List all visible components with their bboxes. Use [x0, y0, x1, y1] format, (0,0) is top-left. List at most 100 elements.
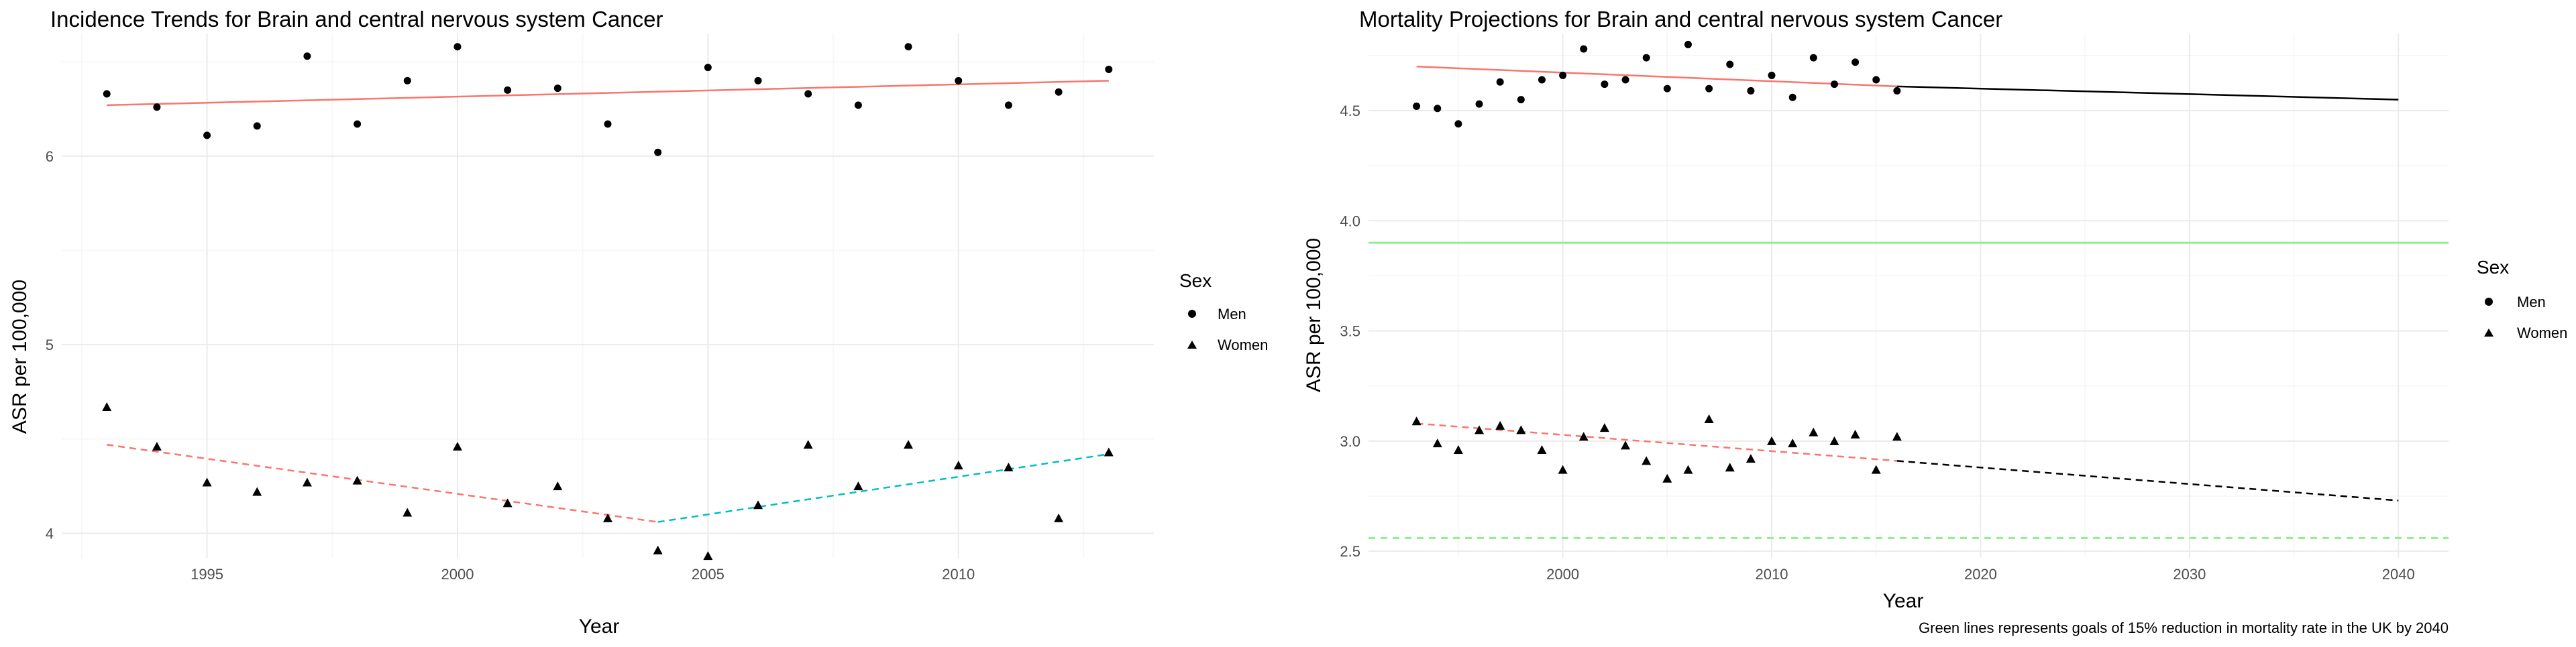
- mortality-trend-line-women: [1416, 422, 1897, 462]
- mortality-point-men: [1768, 71, 1776, 79]
- mortality-point-women: [1683, 465, 1693, 474]
- mortality-point-women: [1432, 438, 1442, 448]
- mortality-point-men: [1872, 76, 1880, 84]
- mortality-point-men: [1809, 54, 1817, 62]
- incidence-y-tick-label: 6: [46, 148, 54, 165]
- incidence-point-women: [1054, 513, 1064, 522]
- mortality-point-men: [1496, 78, 1504, 86]
- incidence-trend-line-women: [107, 443, 658, 523]
- incidence-trend-lines: [107, 80, 1109, 523]
- mortality-point-women: [1474, 425, 1485, 434]
- mortality-legend-women-label: Women: [2517, 325, 2567, 341]
- incidence-point-men: [354, 120, 362, 128]
- mortality-point-men: [1538, 76, 1546, 84]
- mortality-point-women: [1662, 473, 1672, 483]
- incidence-point-men: [904, 43, 912, 51]
- incidence-trend-line-women: [657, 453, 1109, 523]
- mortality-y-tick-label: 2.5: [1340, 543, 1360, 560]
- incidence-point-women: [653, 545, 663, 554]
- incidence-point-men: [804, 90, 812, 98]
- mortality-point-women: [1829, 436, 1839, 445]
- mortality-point-men: [1413, 102, 1421, 110]
- incidence-minor-grid: [62, 34, 1154, 558]
- mortality-y-tick-labels: 2.5 3.0 3.5 4.0 4.5: [1340, 103, 1360, 560]
- incidence-point-women: [1104, 447, 1114, 457]
- mortality-point-men: [1747, 86, 1755, 95]
- incidence-point-men: [654, 148, 662, 156]
- incidence-major-grid: [62, 34, 1154, 558]
- incidence-x-tick-label: 2005: [692, 566, 724, 583]
- mortality-point-men: [1559, 71, 1567, 79]
- mortality-point-women: [1558, 465, 1568, 474]
- incidence-y-tick-label: 4: [46, 525, 54, 542]
- mortality-x-tick-label: 2020: [1964, 566, 1997, 583]
- mortality-y-tick-label: 4.0: [1340, 213, 1360, 229]
- incidence-legend-men-marker: [1188, 310, 1196, 318]
- incidence-point-women: [953, 461, 963, 470]
- incidence-point-men: [303, 52, 311, 60]
- incidence-point-women: [502, 498, 513, 508]
- mortality-y-axis-label: ASR per 100,000: [1303, 238, 1325, 392]
- mortality-minor-grid: [1368, 34, 2449, 558]
- incidence-point-men: [1004, 101, 1012, 109]
- mortality-point-men: [1454, 120, 1462, 128]
- mortality-point-women: [1599, 423, 1609, 432]
- incidence-legend-men-label: Men: [1218, 306, 1246, 322]
- mortality-point-men: [1705, 84, 1713, 93]
- incidence-point-women: [452, 442, 462, 451]
- incidence-point-men: [403, 76, 411, 84]
- mortality-point-men: [1830, 80, 1838, 89]
- incidence-point-men: [1055, 88, 1063, 96]
- incidence-point-men: [704, 64, 712, 72]
- incidence-legend: Sex Men Women: [1179, 270, 1268, 353]
- incidence-point-women: [753, 500, 763, 510]
- mortality-trend-line-women: [1896, 460, 2399, 502]
- incidence-point-men: [153, 103, 161, 111]
- incidence-point-men: [754, 76, 762, 84]
- mortality-trend-line-men: [1416, 66, 1897, 88]
- mortality-point-men: [1475, 100, 1483, 108]
- incidence-point-men: [604, 120, 612, 128]
- mortality-point-women: [1516, 425, 1526, 434]
- incidence-point-women: [803, 440, 813, 449]
- mortality-y-tick-label: 3.0: [1340, 433, 1360, 450]
- mortality-legend-men-marker: [2485, 298, 2493, 306]
- incidence-point-women: [402, 508, 413, 517]
- incidence-point-women: [302, 477, 312, 487]
- incidence-legend-title: Sex: [1179, 270, 1212, 291]
- mortality-point-women: [1788, 438, 1798, 448]
- mortality-x-tick-label: 2030: [2173, 566, 2206, 583]
- incidence-x-axis-label: Year: [579, 615, 620, 638]
- mortality-title: Mortality Projections for Brain and cent…: [1359, 7, 2002, 32]
- incidence-x-tick-label: 2000: [441, 566, 474, 583]
- incidence-point-women: [352, 475, 362, 485]
- mortality-x-tick-label: 2000: [1546, 566, 1579, 583]
- mortality-x-axis-label: Year: [1883, 590, 1924, 612]
- mortality-point-women: [1411, 416, 1421, 426]
- mortality-point-women: [1537, 445, 1547, 454]
- mortality-legend-men-label: Men: [2517, 294, 2546, 310]
- incidence-x-tick-label: 1995: [191, 566, 223, 583]
- incidence-point-men: [553, 84, 561, 93]
- mortality-point-women: [1704, 414, 1714, 423]
- incidence-y-axis-label: ASR per 100,000: [9, 280, 31, 434]
- incidence-point-women: [853, 481, 863, 491]
- mortality-trend-lines: [1416, 66, 2399, 502]
- incidence-point-men: [103, 90, 111, 98]
- mortality-x-tick-labels: 2000 2010 2020 2030 2040: [1546, 566, 2415, 583]
- incidence-point-men: [253, 122, 261, 130]
- mortality-point-women: [1621, 440, 1631, 450]
- incidence-chart: Incidence Trends for Brain and central n…: [9, 7, 1268, 638]
- mortality-legend-women-marker: [2484, 329, 2493, 337]
- mortality-chart: Mortality Projections for Brain and cent…: [1303, 7, 2567, 636]
- mortality-point-men: [1893, 86, 1901, 95]
- incidence-trend-line-men: [107, 80, 1109, 107]
- mortality-point-women: [1809, 427, 1819, 436]
- mortality-point-men: [1726, 60, 1734, 68]
- incidence-x-tick-label: 2010: [942, 566, 975, 583]
- mortality-point-women: [1746, 454, 1756, 463]
- mortality-point-men: [1621, 76, 1629, 84]
- mortality-legend: Sex Men Women: [2477, 257, 2567, 341]
- incidence-legend-women-marker: [1187, 341, 1197, 349]
- mortality-point-women: [1725, 463, 1735, 472]
